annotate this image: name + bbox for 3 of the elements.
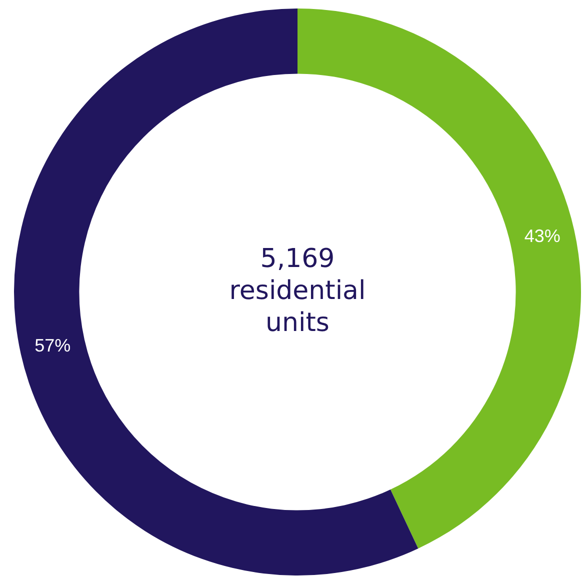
text: 5,169 residential units — [229, 244, 366, 338]
data-label: 43% — [524, 226, 560, 246]
data-label: 57% — [34, 336, 71, 356]
